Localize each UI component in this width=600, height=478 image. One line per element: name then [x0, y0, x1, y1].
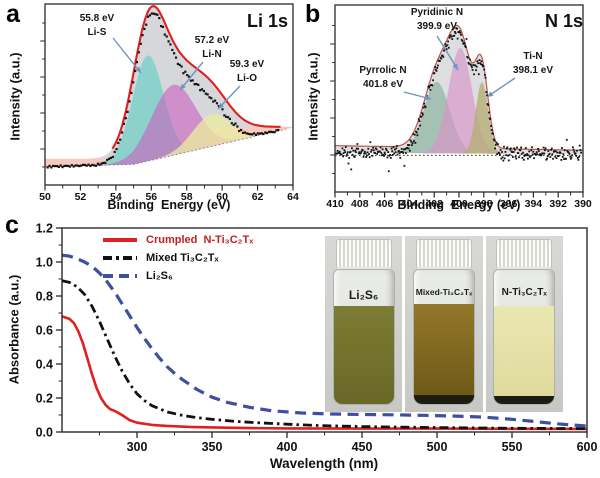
annotation-li-s-ev: 55.8 eV	[79, 13, 115, 24]
svg-text:398: 398	[475, 198, 493, 210]
annotation-pyrrolic-ev: 401.8 eV	[362, 78, 404, 90]
legend-item-mixed: Mixed Ti₃C₂Tₓ	[103, 249, 253, 267]
legend-label: Crumpled N-Ti₃C₂Tₓ	[146, 234, 254, 246]
panel-a-xaxis-title: Binding Energy (eV)	[107, 198, 231, 212]
svg-text:408: 408	[351, 198, 369, 210]
annotation-li-o-species: Li-O	[237, 72, 257, 84]
svg-text:1.2: 1.2	[36, 222, 53, 236]
vial-photo-li2s6: Li₂S₆	[325, 236, 403, 412]
svg-text:0.4: 0.4	[36, 358, 53, 372]
panel-a-yaxis-title: Intensity (a.u.)	[7, 52, 23, 141]
annotation-li-n-ev: 57.2 eV	[194, 35, 230, 46]
vial-liquid	[494, 306, 555, 396]
annotation-pyridinic-ev: 399.9 eV	[416, 20, 458, 32]
svg-text:394: 394	[525, 198, 543, 210]
vial-label: N-Ti₃C₂Tₓ	[501, 287, 547, 298]
svg-text:392: 392	[549, 198, 567, 210]
svg-text:50: 50	[39, 191, 51, 203]
vial-label: Li₂S₆	[348, 288, 379, 302]
svg-text:0.0: 0.0	[36, 426, 53, 440]
inset-photo-vials: Li₂S₆ Mixed-Ti₃C₂Tₓ N-Ti₃C₂Tₓ	[325, 236, 563, 412]
legend: Crumpled N-Ti₃C₂Tₓ Mixed Ti₃C₂Tₓ Li₂S₆	[103, 231, 253, 285]
svg-text:52: 52	[75, 191, 87, 203]
svg-text:58: 58	[181, 191, 193, 203]
vial-liquid	[413, 304, 474, 395]
annotation-pyrrolic-name: Pyrrolic N	[359, 65, 407, 76]
vial-photo-mixed-ti3c2tx: Mixed-Ti₃C₂Tₓ	[405, 236, 483, 412]
annotation-ti-n-name: Ti-N	[523, 51, 543, 62]
annotation-ti-n: Ti-N 398.1 eV	[498, 50, 568, 77]
vial-liquid	[333, 306, 394, 404]
svg-text:350: 350	[202, 440, 223, 454]
legend-item-li2s6: Li₂S₆	[103, 267, 253, 285]
svg-text:54: 54	[110, 191, 122, 203]
svg-text:400: 400	[450, 198, 468, 210]
svg-text:402: 402	[425, 198, 443, 210]
panel-a-title: Li 1s	[246, 11, 288, 31]
panel-c-label: c	[5, 211, 19, 239]
annotation-li-o-ev: 59.3 eV	[229, 59, 265, 70]
svg-text:396: 396	[500, 198, 518, 210]
svg-text:0.8: 0.8	[36, 290, 53, 304]
xps-n1s-chart: 410 408 406 404 402 400 398 396 394 392 390	[326, 4, 592, 210]
annotation-li-n-species: Li-N	[202, 48, 222, 60]
panel-b-title: N 1s	[544, 11, 583, 31]
panel-b-label: b	[305, 0, 321, 28]
svg-text:550: 550	[502, 440, 523, 454]
vial-cap	[415, 239, 472, 271]
vial-body: Li₂S₆	[332, 269, 395, 405]
legend-swatch-red-solid-line	[103, 238, 137, 242]
vial-cap	[496, 239, 553, 271]
annotation-li-s: 55.8 eV Li-S	[60, 12, 134, 39]
svg-text:60: 60	[216, 191, 228, 203]
vial-cap	[335, 239, 392, 271]
vial-sediment	[413, 395, 474, 404]
legend-label: Mixed Ti₃C₂Tₓ	[146, 252, 219, 264]
annotation-pyrrolic-n: Pyrrolic N 401.8 eV	[343, 64, 423, 91]
legend-item-crumpled: Crumpled N-Ti₃C₂Tₓ	[103, 231, 253, 249]
legend-label: Li₂S₆	[146, 270, 173, 282]
svg-text:600: 600	[577, 440, 598, 454]
annotation-ti-n-ev: 398.1 eV	[512, 64, 554, 76]
svg-text:500: 500	[427, 440, 448, 454]
svg-text:406: 406	[376, 198, 394, 210]
vial-body: Mixed-Ti₃C₂Tₓ	[412, 269, 475, 405]
svg-text:0.6: 0.6	[36, 324, 53, 338]
vial-sediment	[494, 396, 555, 404]
annotation-li-s-species: Li-S	[87, 26, 107, 38]
svg-text:400: 400	[277, 440, 298, 454]
uv-vis-absorbance-chart: 300 350 400 450 500 550 600 0.0 0.2 0.4 0.6 0.8 1.0 1…	[36, 222, 598, 455]
legend-swatch-blue-dashed-line	[103, 274, 137, 278]
svg-text:56: 56	[145, 191, 157, 203]
annotation-li-o: 59.3 eV Li-O	[214, 58, 280, 85]
svg-text:1.0: 1.0	[36, 256, 53, 270]
vial-label: Mixed-Ti₃C₂Tₓ	[415, 287, 473, 297]
legend-swatch-black-dashdot-line	[103, 256, 137, 260]
panel-b-xaxis-title: Binding Energy (eV)	[397, 198, 521, 212]
annotation-pyridinic-name: Pyridinic N	[410, 7, 464, 18]
svg-text:300: 300	[127, 440, 148, 454]
svg-text:390: 390	[574, 198, 592, 210]
svg-text:410: 410	[326, 198, 344, 210]
svg-text:450: 450	[352, 440, 373, 454]
panel-c-xaxis-title: Wavelength (nm)	[269, 456, 379, 471]
panel-b-yaxis-title: Intensity (a.u.)	[305, 52, 321, 141]
svg-text:62: 62	[252, 191, 264, 203]
vial-body: N-Ti₃C₂Tₓ	[493, 269, 556, 405]
annotation-pyridinic-n: Pyridinic N 399.9 eV	[395, 6, 479, 33]
svg-text:64: 64	[287, 191, 299, 203]
xps-li1s-chart: 50 52 54 56 58 60 62 64	[39, 3, 299, 203]
vial-photo-n-ti3c2tx: N-Ti₃C₂Tₓ	[485, 236, 563, 412]
annotation-li-n: 57.2 eV Li-N	[178, 34, 246, 61]
panel-a-label: a	[6, 0, 20, 28]
panel-c-yaxis-title: Absorbance (a.u.)	[6, 274, 22, 385]
svg-text:404: 404	[401, 198, 419, 210]
svg-text:0.2: 0.2	[36, 392, 53, 406]
